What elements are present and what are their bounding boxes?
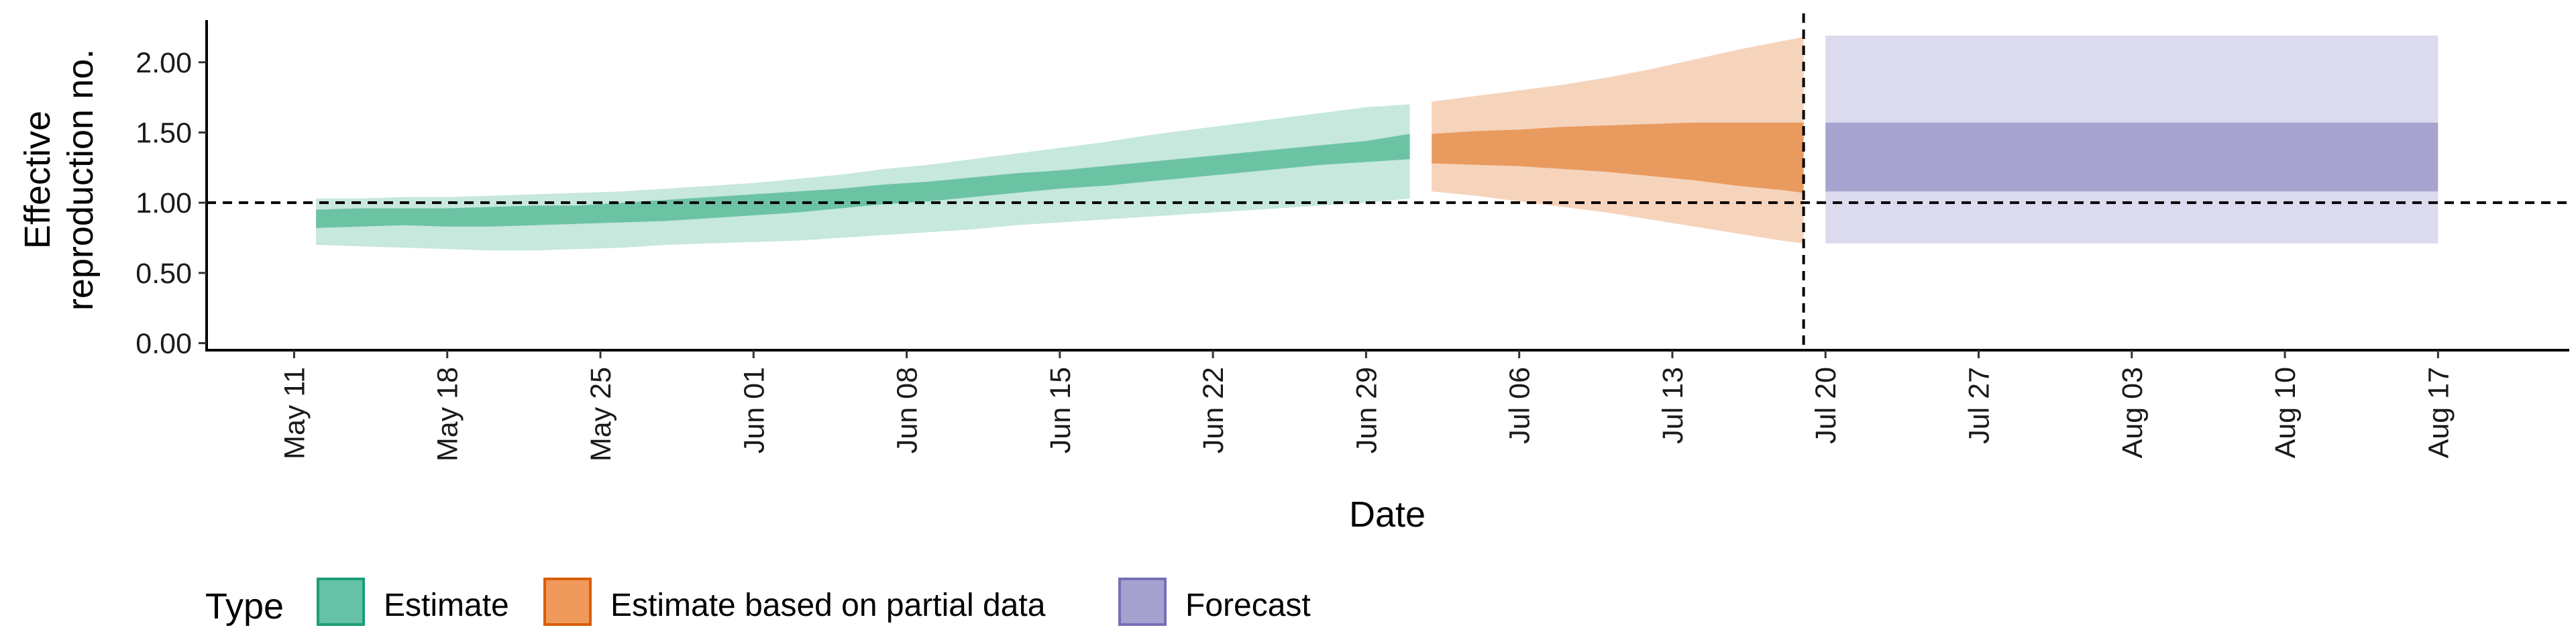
x-tick-label: Aug 17: [2422, 367, 2455, 458]
legend-label-estimate: Estimate: [384, 588, 509, 623]
ribbon-estimate-inner: [316, 133, 1410, 228]
x-tick-label: Jul 27: [1964, 367, 1996, 444]
legend-key-estimate: [317, 578, 365, 626]
legend-item-partial: Estimate based on partial data: [543, 578, 1046, 626]
y-axis-title-line-2: reproduction no.: [60, 49, 101, 311]
x-tick-label: Aug 03: [2116, 367, 2149, 458]
legend-key-forecast: [1118, 578, 1167, 626]
legend-label-partial: Estimate based on partial data: [610, 588, 1046, 623]
y-tick-label: 1.00: [136, 187, 192, 219]
x-tick-label: Jul 20: [1810, 367, 1842, 444]
x-tick-label: Jul 06: [1504, 367, 1536, 444]
x-tick-label: Jun 15: [1044, 367, 1077, 453]
axes: 0.00 0.50 1.00 1.50 2.00 May 11 May 18 May 25 Ju…: [136, 20, 2569, 462]
y-axis-title-line-1: Effective: [17, 111, 58, 249]
y-tick-label: 0.00: [136, 328, 192, 360]
x-tick-label: May 25: [585, 367, 617, 462]
x-tick-label: Jun 01: [738, 367, 770, 453]
legend-item-forecast: Forecast: [1118, 578, 1311, 626]
legend-key-partial: [543, 578, 592, 626]
ribbon-layer: [316, 36, 2438, 251]
y-axis-title: Effective reproduction no.: [17, 49, 101, 311]
legend-label-forecast: Forecast: [1185, 588, 1311, 623]
ribbon-forecast-inner: [1825, 122, 2438, 192]
y-tick-label: 2.00: [136, 47, 192, 79]
x-tick-label: Aug 10: [2269, 367, 2302, 458]
y-tick-label: 1.50: [136, 117, 192, 149]
x-tick-label: May 18: [432, 367, 464, 462]
x-axis-title: Date: [1349, 494, 1426, 535]
ribbon-estimate-outer: [316, 104, 1410, 251]
x-tick-label: Jun 22: [1197, 367, 1230, 453]
ribbon-estimate-based-on-partial-data-inner: [1432, 122, 1804, 193]
legend-title: Type: [205, 586, 284, 627]
reference-lines: [207, 13, 2569, 350]
x-tick-label: Jun 08: [892, 367, 924, 453]
legend-item-estimate: Estimate: [317, 578, 509, 626]
y-tick-label: 0.50: [136, 258, 192, 290]
x-tick-label: May 11: [278, 367, 311, 460]
x-tick-label: Jun 29: [1350, 367, 1383, 453]
x-tick-label: Jul 13: [1657, 367, 1689, 444]
legend: Type Estimate Estimate based on partial …: [205, 578, 1311, 627]
